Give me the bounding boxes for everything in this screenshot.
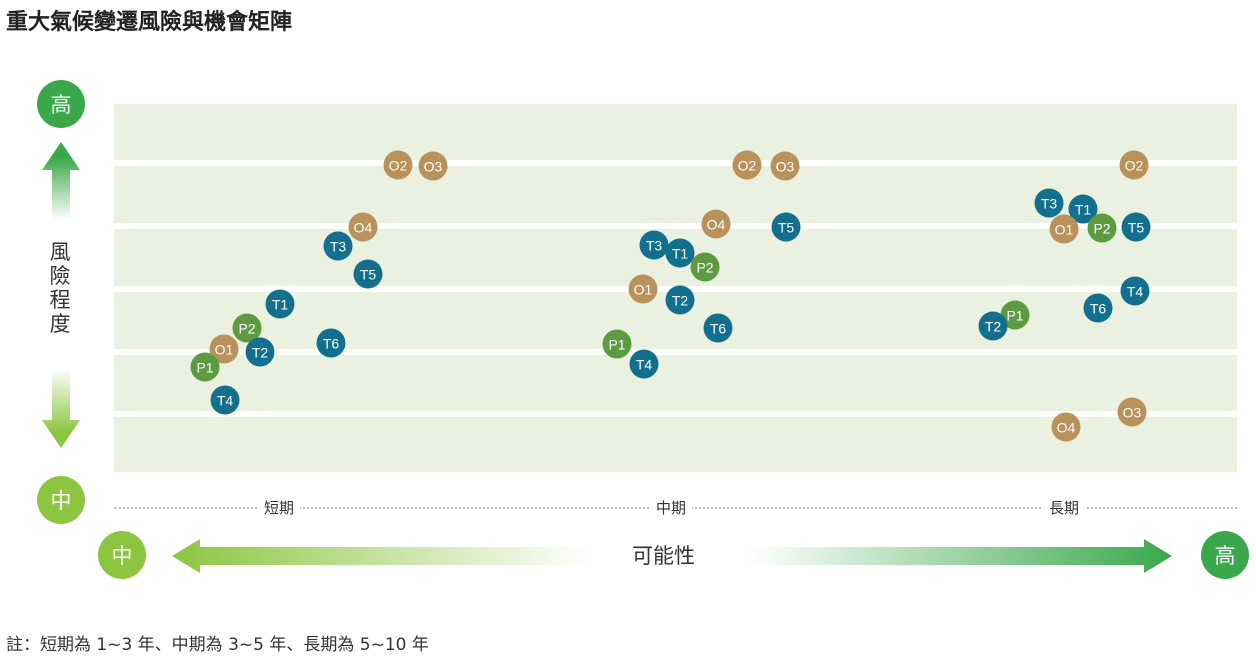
- marker-t6: T6: [1083, 293, 1113, 323]
- marker-o1: O1: [1049, 214, 1079, 244]
- risk-band: [114, 355, 1237, 411]
- marker-t3: T3: [1034, 188, 1064, 218]
- marker-t3: T3: [639, 230, 669, 260]
- period-long: 長期: [1042, 497, 1086, 518]
- marker-t4: T4: [1120, 276, 1150, 306]
- marker-t2: T2: [978, 311, 1008, 341]
- arrow-up-icon: [42, 142, 80, 220]
- marker-t3: T3: [323, 231, 353, 261]
- x-high-badge: 高: [1201, 531, 1249, 579]
- y-mid-badge: 中: [37, 476, 85, 524]
- marker-o4: O4: [348, 212, 378, 242]
- marker-t1: T1: [665, 238, 695, 268]
- marker-t5: T5: [771, 212, 801, 242]
- arrow-left-icon: [172, 539, 592, 573]
- marker-t1: T1: [265, 289, 295, 319]
- marker-t4: T4: [210, 385, 240, 415]
- marker-t5: T5: [353, 259, 383, 289]
- marker-o3: O3: [770, 151, 800, 181]
- marker-t6: T6: [316, 328, 346, 358]
- marker-o4: O4: [1051, 412, 1081, 442]
- marker-o3: O3: [1117, 397, 1147, 427]
- arrow-right-icon: [748, 539, 1172, 573]
- period-short: 短期: [257, 497, 301, 518]
- marker-p2: P2: [690, 252, 720, 282]
- marker-o2: O2: [732, 150, 762, 180]
- risk-band: [114, 417, 1237, 472]
- footnote: 註：短期為 1~3 年、中期為 3~5 年、長期為 5~10 年: [6, 635, 429, 655]
- marker-t5: T5: [1121, 212, 1151, 242]
- arrow-down-icon: [42, 368, 80, 448]
- marker-p2: P2: [1087, 213, 1117, 243]
- marker-t6: T6: [703, 313, 733, 343]
- x-axis-label: 可能性: [632, 544, 695, 568]
- marker-o1: O1: [628, 274, 658, 304]
- marker-t4: T4: [629, 349, 659, 379]
- marker-o2: O2: [1119, 150, 1149, 180]
- matrix-plot: O2 O3 O4 T3 T5 T1 P2 O1 T2 T6 P1 T4 O2 O3 O4 T5 T3 T1 P2 O1…: [114, 104, 1237, 472]
- risk-band: [114, 104, 1237, 160]
- marker-o2: O2: [383, 150, 413, 180]
- marker-o3: O3: [418, 151, 448, 181]
- page-title: 重大氣候變遷風險與機會矩陣: [6, 10, 293, 35]
- marker-o4: O4: [701, 209, 731, 239]
- marker-p1: P1: [602, 329, 632, 359]
- y-axis-label: 風險程度: [49, 240, 71, 336]
- y-high-badge: 高: [37, 80, 85, 128]
- marker-p1: P1: [190, 352, 220, 382]
- x-mid-badge: 中: [98, 531, 146, 579]
- marker-t2: T2: [245, 337, 275, 367]
- marker-t2: T2: [665, 285, 695, 315]
- period-mid: 中期: [649, 497, 693, 518]
